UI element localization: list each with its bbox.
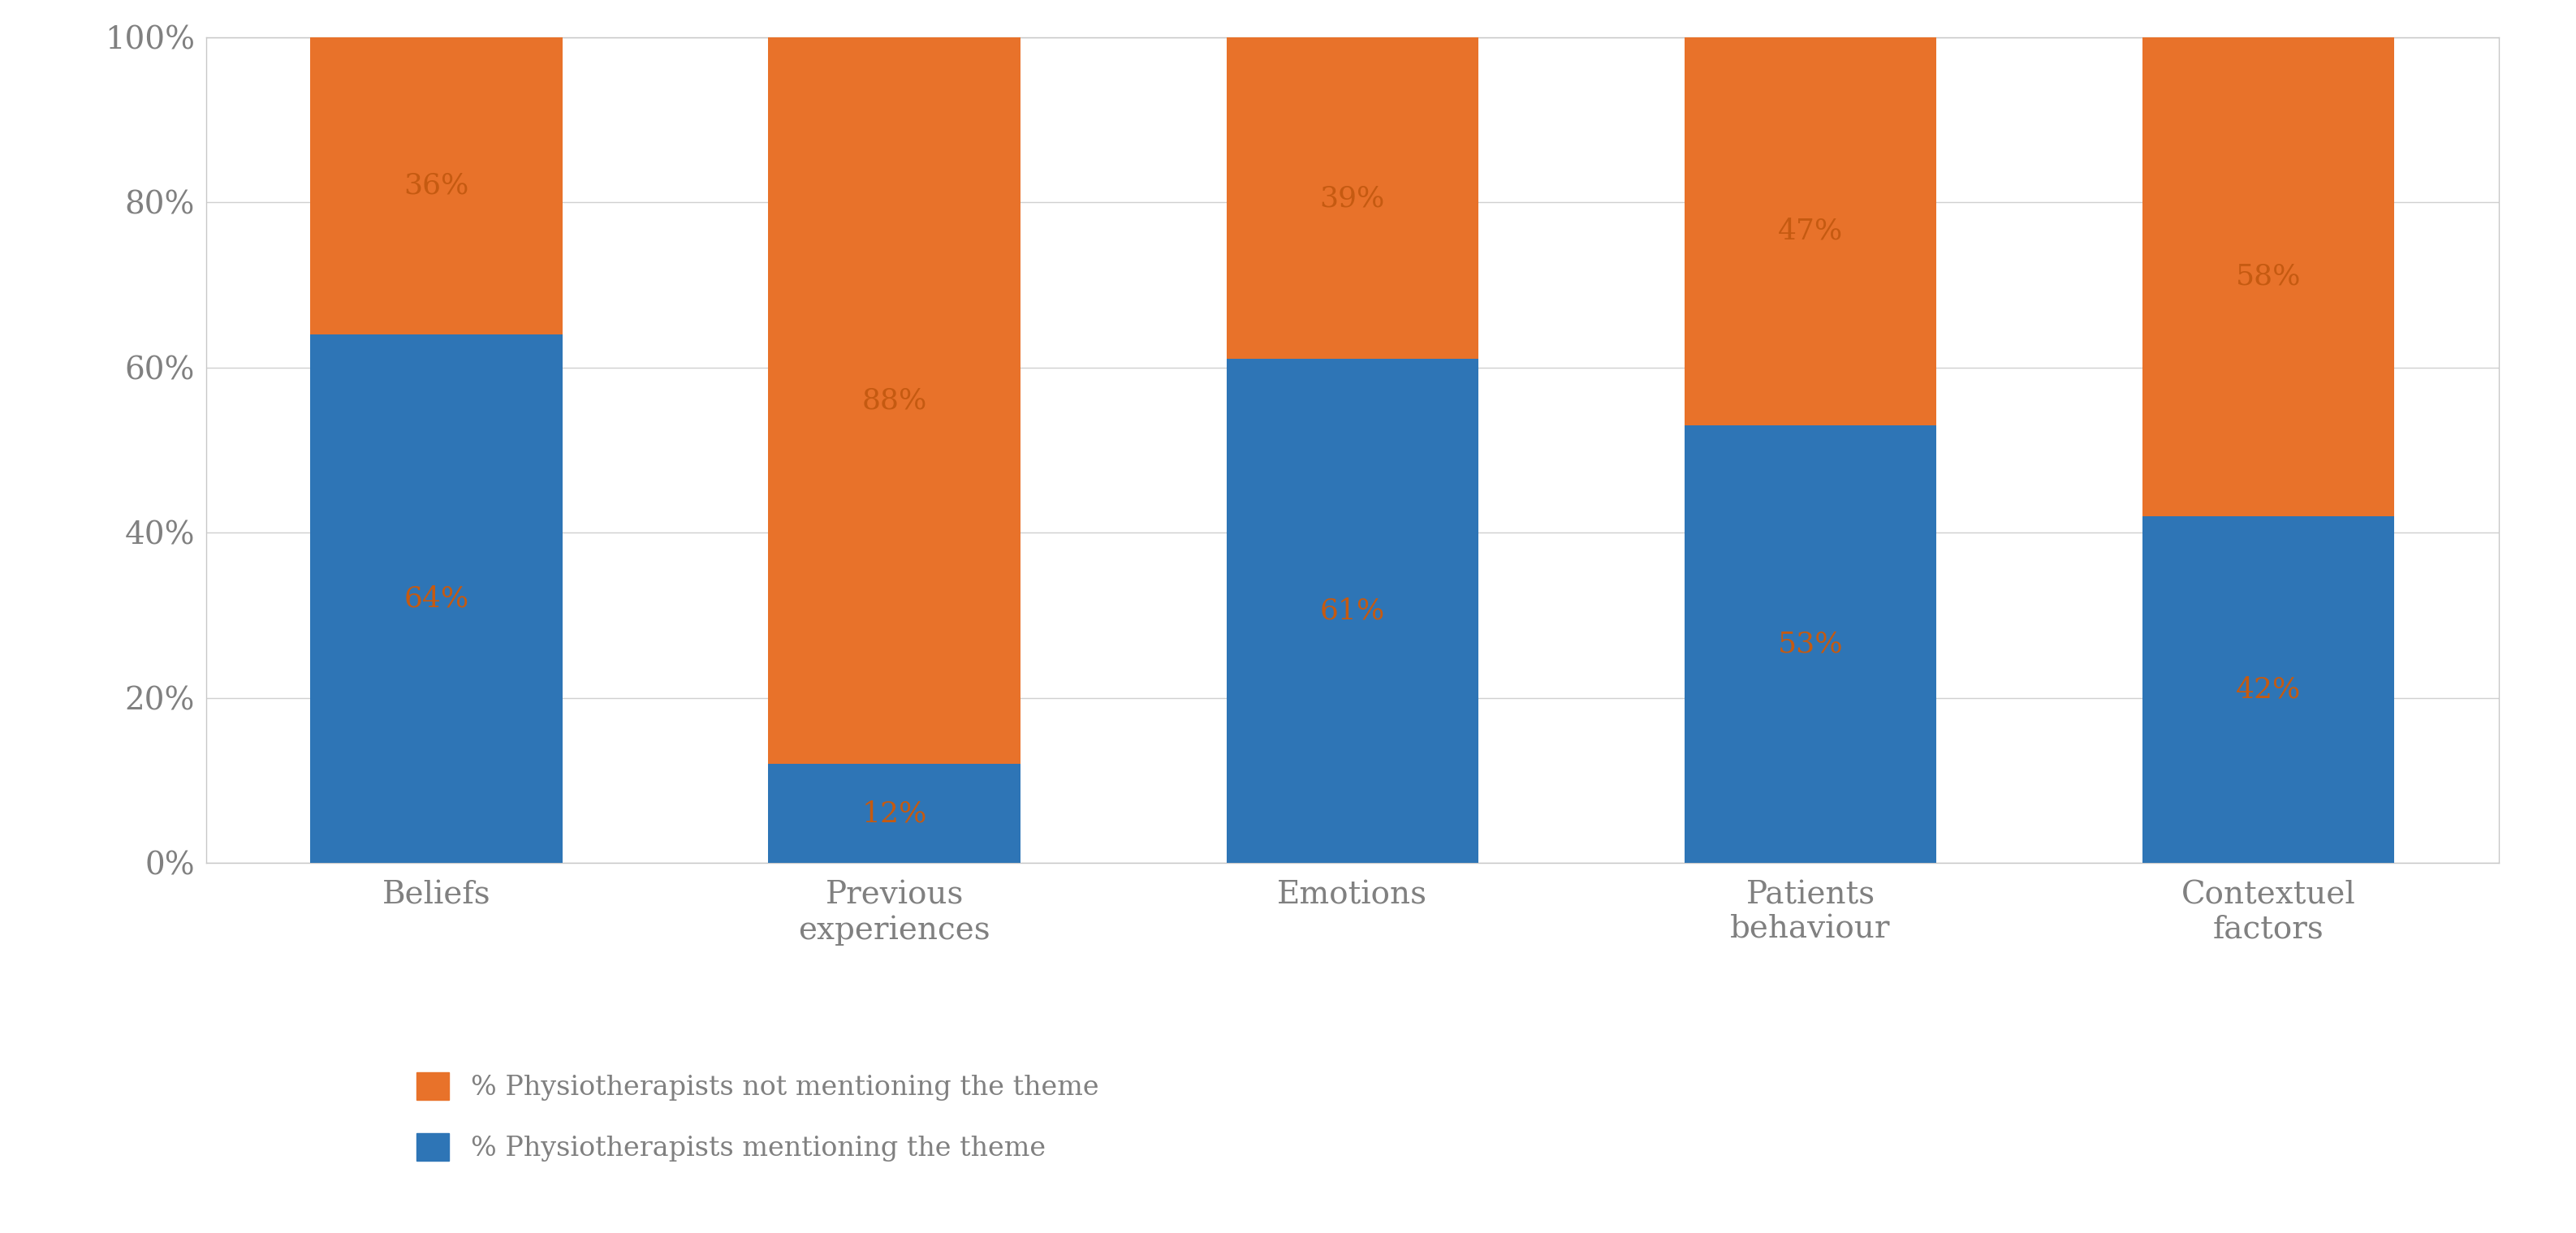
Bar [2143, 37, 2396, 517]
Text: 61%: 61% [1319, 597, 1386, 625]
Bar [2143, 517, 2396, 863]
Bar [768, 37, 1020, 764]
Bar [768, 764, 1020, 863]
Text: 58%: 58% [2236, 263, 2300, 290]
Text: 53%: 53% [1777, 630, 1844, 658]
Text: 88%: 88% [863, 387, 927, 414]
Bar [1685, 425, 1937, 863]
Legend: % Physiotherapists not mentioning the theme, % Physiotherapists mentioning the t: % Physiotherapists not mentioning the th… [402, 1058, 1113, 1175]
Bar [1226, 37, 1479, 359]
Text: 47%: 47% [1777, 217, 1842, 245]
Bar [309, 334, 562, 863]
Text: 42%: 42% [2236, 676, 2300, 703]
Bar [309, 37, 562, 334]
Text: 64%: 64% [404, 584, 469, 613]
Bar [1685, 37, 1937, 425]
Text: 39%: 39% [1319, 184, 1386, 212]
Bar [1226, 359, 1479, 863]
Text: 12%: 12% [863, 800, 927, 827]
Text: 36%: 36% [404, 171, 469, 200]
